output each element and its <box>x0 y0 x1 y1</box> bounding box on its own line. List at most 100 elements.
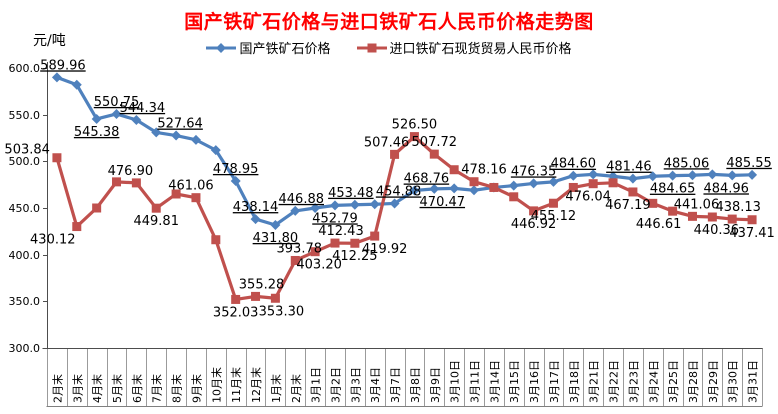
data-point-marker <box>369 199 380 210</box>
legend-item-domestic: 国产铁矿石价格 <box>206 38 331 57</box>
data-point-marker <box>191 193 201 203</box>
data-label: 476.35 <box>511 164 557 179</box>
x-axis-category-label: 3月9日 <box>429 367 442 403</box>
data-label: 438.13 <box>715 200 761 215</box>
data-point-marker <box>171 189 181 199</box>
legend-item-imported: 进口铁矿石现货贸易人民币价格 <box>356 38 572 57</box>
data-label: 478.16 <box>461 163 507 178</box>
data-point-marker <box>528 178 539 189</box>
x-axis-category-label: 8月末 <box>170 374 184 403</box>
data-label: 453.48 <box>328 186 374 201</box>
data-label: 455.12 <box>531 209 577 224</box>
data-label: 484.65 <box>650 182 696 197</box>
x-axis-category-label: 7月末 <box>150 374 164 403</box>
data-point-marker <box>747 215 757 225</box>
x-axis-category-label: 3月18日 <box>568 360 581 403</box>
data-label: 467.19 <box>605 198 651 213</box>
data-label: 355.28 <box>239 277 285 292</box>
data-label: 446.61 <box>636 217 682 232</box>
x-axis-category-label: 10月末 <box>209 367 223 403</box>
data-label: 545.38 <box>74 125 120 140</box>
x-axis-category-label: 3月25日 <box>667 360 680 403</box>
data-point-marker <box>687 170 698 181</box>
data-point-marker <box>131 178 141 188</box>
data-label: 507.72 <box>412 135 458 150</box>
data-label: 352.03 <box>213 305 259 320</box>
data-label: 550.75 <box>94 95 140 110</box>
data-point-marker <box>508 180 519 191</box>
data-label: 437.41 <box>729 226 775 241</box>
data-point-marker <box>687 211 697 221</box>
data-label: 468.76 <box>404 171 450 186</box>
data-label: 353.30 <box>259 304 305 319</box>
legend-label-domestic: 国产铁矿石价格 <box>239 42 331 57</box>
data-label: 544.34 <box>120 101 166 116</box>
data-point-marker <box>429 183 440 194</box>
data-point-marker <box>151 203 161 213</box>
data-label: 485.55 <box>726 156 772 171</box>
data-label: 430.12 <box>30 233 76 248</box>
data-point-marker <box>52 153 62 163</box>
x-axis-category-label: 3月17日 <box>548 360 561 403</box>
legend-label-imported: 进口铁矿石现货贸易人民币价格 <box>389 42 572 57</box>
data-point-marker <box>489 182 499 192</box>
x-axis-category-label: 3月23日 <box>627 360 640 403</box>
x-axis-category-label: 6月末 <box>130 374 144 403</box>
data-point-marker <box>707 169 718 180</box>
data-point-marker <box>469 185 480 196</box>
data-point-marker <box>190 134 201 145</box>
data-label: 452.79 <box>312 211 358 226</box>
data-label: 484.60 <box>551 157 597 172</box>
x-axis-category-label: 11月末 <box>229 367 243 403</box>
data-point-marker <box>390 149 400 159</box>
x-axis-category-label: 3月28日 <box>687 360 700 403</box>
data-label: 527.64 <box>157 117 203 132</box>
data-point-marker <box>409 185 420 196</box>
legend: 国产铁矿石价格 进口铁矿石现货贸易人民币价格 <box>0 38 778 57</box>
x-axis-category-label: 3月16日 <box>528 360 541 403</box>
data-point-marker <box>429 149 439 159</box>
data-point-marker <box>588 179 598 189</box>
data-label: 476.04 <box>565 190 611 205</box>
data-label: 507.46 <box>364 135 410 150</box>
data-label: 454.88 <box>376 184 422 199</box>
data-point-marker <box>628 187 638 197</box>
data-point-marker <box>648 198 658 208</box>
data-point-marker <box>588 169 599 180</box>
data-point-marker <box>210 145 221 156</box>
data-point-marker <box>449 165 459 175</box>
data-point-marker <box>529 206 539 216</box>
x-axis-category-label: 5月末 <box>110 374 124 403</box>
x-axis-category-label: 3月3日 <box>349 367 362 403</box>
data-point-marker <box>131 114 142 125</box>
y-axis-tick-label: 450.0 <box>9 202 41 215</box>
x-axis-category-label: 3月22日 <box>608 360 621 403</box>
domestic-series-marker-icon <box>206 42 237 53</box>
y-axis-tick-label: 300.0 <box>9 342 41 355</box>
data-point-marker <box>568 182 578 192</box>
data-label: 476.90 <box>108 164 154 179</box>
data-label: 446.88 <box>279 192 325 207</box>
data-point-marker <box>92 203 102 213</box>
data-point-marker <box>330 238 340 248</box>
y-axis-unit-label: 元/吨 <box>33 33 66 49</box>
imported-series-marker-icon <box>356 43 387 52</box>
data-point-marker <box>270 219 281 230</box>
data-label: 412.43 <box>318 224 364 239</box>
data-point-marker <box>627 173 638 184</box>
data-point-marker <box>667 170 678 181</box>
x-axis-category-label: 3月24日 <box>647 360 660 403</box>
data-point-marker <box>509 192 519 202</box>
x-axis-category-label: 3月7日 <box>389 367 402 403</box>
data-point-marker <box>310 247 320 257</box>
x-axis-category-label: 2月末 <box>50 374 64 403</box>
x-axis-category-label: 3月29日 <box>707 360 720 403</box>
data-point-marker <box>389 198 400 209</box>
data-point-marker <box>469 177 479 187</box>
data-label: 503.84 <box>4 143 50 158</box>
x-axis-category-label: 3月14日 <box>488 360 501 403</box>
y-axis-tick-label: 600.0 <box>9 62 41 75</box>
data-point-marker <box>250 214 261 225</box>
data-point-marker <box>71 79 82 90</box>
